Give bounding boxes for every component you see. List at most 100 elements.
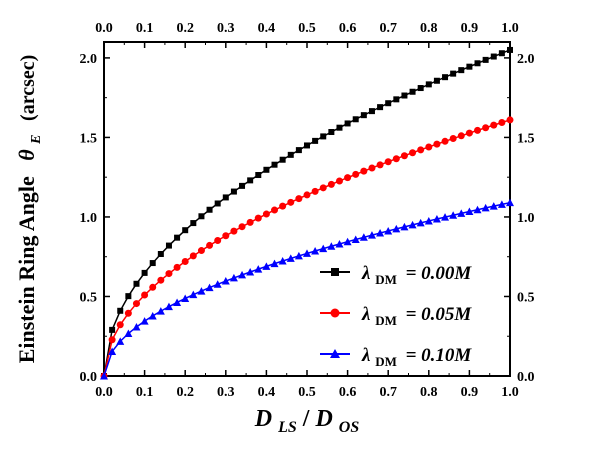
data-point	[198, 213, 205, 220]
data-point	[124, 309, 132, 317]
x-axis-label-d1: D	[254, 406, 272, 432]
data-point	[229, 273, 238, 282]
x-tick-label-top: 0.2	[176, 21, 194, 36]
data-point	[409, 88, 416, 95]
data-point	[206, 206, 213, 213]
data-point	[351, 235, 360, 243]
data-point	[384, 226, 393, 235]
series-layer	[100, 46, 514, 380]
data-point	[311, 246, 320, 255]
data-point	[189, 290, 198, 299]
data-point	[271, 206, 279, 214]
x-axis-label-d2: D	[314, 406, 332, 432]
data-point	[109, 326, 116, 333]
data-point	[287, 198, 295, 206]
data-point	[222, 232, 230, 240]
data-point	[433, 140, 441, 148]
data-point	[246, 267, 255, 276]
data-point	[368, 108, 375, 115]
y-tick-label-left: 1.5	[80, 131, 98, 146]
data-point	[164, 302, 173, 311]
y-tick-label-right: 0.5	[517, 290, 535, 305]
y-tick-label-right: 1.5	[517, 131, 535, 146]
data-point	[490, 121, 498, 129]
data-point	[304, 142, 310, 149]
data-point	[424, 216, 433, 225]
data-point	[458, 67, 465, 74]
data-point	[197, 287, 206, 295]
data-point	[214, 237, 222, 245]
x-tick-label-top: 0.1	[136, 21, 154, 36]
data-point	[498, 119, 506, 127]
data-point	[165, 242, 172, 249]
data-point	[287, 151, 294, 158]
legend-sub-0: DM	[375, 272, 397, 287]
data-point	[255, 172, 262, 179]
legend-marker-0	[331, 268, 339, 276]
data-point	[400, 152, 408, 160]
series-line-1	[103, 119, 511, 377]
data-point	[295, 195, 303, 203]
data-point	[416, 218, 425, 227]
data-point	[441, 213, 450, 221]
data-point	[360, 167, 368, 175]
x-tick-label-top: 0.8	[420, 21, 438, 36]
data-point	[489, 202, 498, 210]
data-point	[312, 137, 319, 144]
x-tick-label-bottom: 0.4	[258, 385, 276, 400]
y-tick-label-right: 0.0	[517, 370, 535, 385]
data-point	[116, 321, 124, 329]
y-tick-label-right: 1.0	[517, 211, 535, 226]
x-tick-label-top: 0.0	[95, 21, 113, 36]
data-point	[173, 298, 182, 306]
data-point	[327, 242, 336, 250]
x-axis-label-sub1: LS	[277, 419, 297, 436]
data-point	[409, 149, 417, 157]
data-point	[450, 70, 457, 77]
legend-text-2: λ DM = 0.10M	[361, 345, 472, 371]
y-tick-label-right: 2.0	[517, 52, 535, 67]
x-tick-label-top: 0.9	[461, 21, 479, 36]
data-point	[497, 200, 506, 208]
data-point	[149, 283, 157, 291]
data-point	[457, 132, 465, 140]
series-1	[100, 116, 514, 380]
data-point	[425, 81, 432, 88]
series-2	[100, 198, 514, 380]
x-tick-label-top: 0.7	[379, 21, 397, 36]
data-point	[376, 161, 384, 169]
data-point	[377, 104, 384, 111]
legend-item-1: λ DM = 0.05M	[320, 304, 472, 328]
data-point	[222, 194, 229, 201]
data-point	[149, 260, 156, 267]
y-tick-label-left: 0.5	[80, 290, 98, 305]
data-point	[221, 277, 230, 285]
data-point	[140, 317, 149, 325]
x-tick-label-bottom: 0.2	[176, 385, 194, 400]
data-point	[157, 276, 165, 284]
data-point	[506, 198, 514, 207]
data-point	[392, 155, 400, 163]
data-point	[335, 177, 343, 185]
y-tick-label-left: 0.0	[80, 370, 98, 385]
data-point	[344, 120, 351, 127]
y-axis-unit: (arcsec)	[17, 55, 39, 121]
data-point	[474, 126, 482, 134]
axis-ticks: 0.00.00.10.10.20.20.30.30.40.40.50.50.60…	[80, 21, 535, 400]
data-point	[376, 229, 385, 237]
x-tick-label-top: 0.5	[298, 21, 316, 36]
x-tick-label-bottom: 1.0	[501, 385, 519, 400]
x-tick-label-bottom: 0.3	[217, 385, 235, 400]
y-tick-label-left: 2.0	[80, 52, 98, 67]
data-point	[246, 218, 254, 226]
data-point	[116, 337, 125, 345]
data-point	[481, 203, 490, 212]
legend-item-0: λ DM = 0.00M	[320, 263, 472, 287]
x-tick-label-top: 0.4	[258, 21, 276, 36]
data-point	[286, 254, 295, 262]
data-point	[238, 270, 247, 279]
data-point	[507, 46, 513, 53]
data-point	[482, 124, 490, 132]
x-axis-label-sub2: OS	[339, 419, 360, 436]
x-axis-label-sep: /	[302, 406, 316, 432]
